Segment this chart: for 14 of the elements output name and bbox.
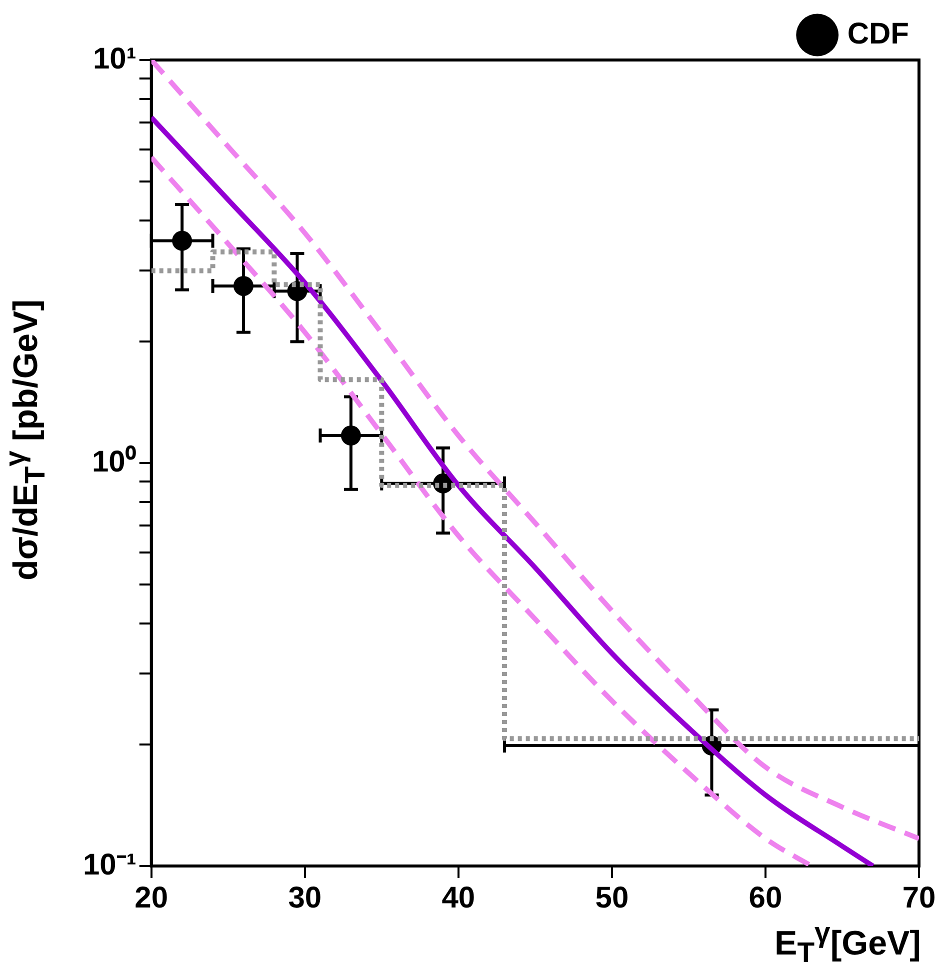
point [233, 276, 254, 296]
x-tick-label: 20 [134, 881, 168, 914]
y-tick-label: 10⁰ [92, 444, 136, 478]
x-tick-label: 40 [442, 881, 476, 914]
x-axis-title: E$_{T}$$^{γ}$[GeV] [774, 916, 921, 970]
y-tick-label: 10¹ [93, 42, 136, 76]
point [340, 426, 361, 446]
y-tick-label: 10⁻¹ [83, 848, 136, 882]
x-tick-label: 70 [902, 881, 936, 914]
legend-label: CDF [847, 17, 909, 50]
x-tick-label: 50 [595, 881, 629, 914]
x-tick-label: 30 [288, 881, 322, 914]
point [172, 230, 192, 251]
x-tick-label: 60 [748, 881, 782, 914]
